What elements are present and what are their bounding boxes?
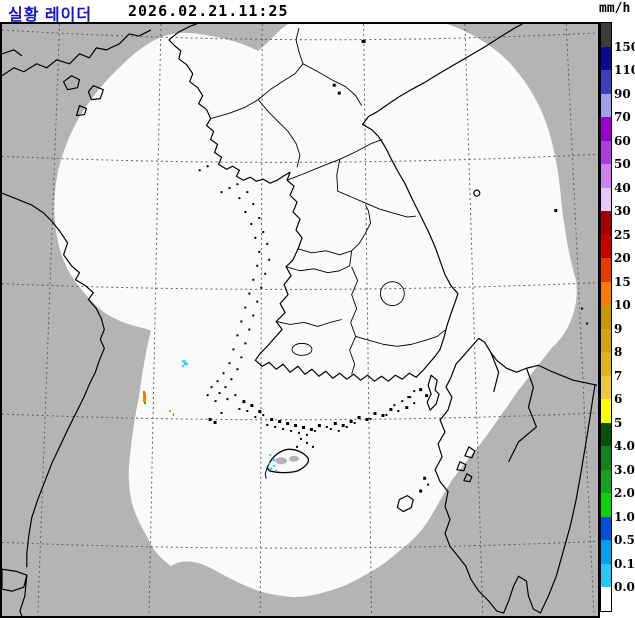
precipitation-echo [273, 464, 276, 467]
precipitation-echo-layer [143, 360, 278, 472]
legend-segment [601, 352, 611, 376]
legend-segment [601, 587, 611, 611]
observation-timestamp: 2026.02.21.11:25 [128, 2, 289, 20]
legend-segment [601, 516, 611, 541]
precipitation-echo [172, 413, 174, 417]
page-title: 실황 레이더 [8, 7, 93, 24]
legend-label: 6 [614, 392, 623, 407]
colorbar: 150 110 90 70 60 50 40 30 25 20 15 10 9 8 7 6 5 4.0 3.0 2.0… [600, 22, 635, 614]
legend-label: 15 [614, 274, 631, 289]
legend-segment [601, 46, 611, 71]
colorbar-segments [600, 22, 612, 612]
precipitation-echo [183, 362, 188, 366]
radar-coverage-area [54, 24, 577, 598]
coastline-china [2, 29, 152, 616]
legend-unit-label: mm/h [599, 1, 631, 16]
legend-label: 0.1 [614, 556, 635, 571]
legend-label: 70 [614, 110, 631, 125]
legend-segment [601, 211, 611, 235]
legend-label: 90 [614, 86, 631, 101]
precipitation-echo [272, 458, 276, 461]
radar-map [0, 22, 600, 618]
precipitation-echo [168, 410, 171, 413]
legend-segment [601, 422, 611, 447]
ulleungdo-island [473, 189, 481, 197]
legend-label: 50 [614, 157, 631, 172]
legend-segment [601, 258, 611, 282]
grid-meridians [37, 24, 595, 616]
legend-segment [601, 399, 611, 423]
legend-segment [601, 164, 611, 188]
legend-segment [601, 328, 611, 353]
precipitation-echo [181, 365, 184, 368]
legend-label: 7 [614, 368, 623, 383]
coastline-korea [168, 24, 523, 382]
tsushima-island [426, 374, 440, 411]
province-boundaries [210, 27, 447, 375]
legend-label: 0.0 [614, 580, 635, 595]
legend-label: 20 [614, 251, 631, 266]
legend-label: 1.0 [614, 509, 635, 524]
legend-segment [601, 70, 611, 94]
radar-map-svg [2, 24, 598, 616]
legend-label: 9 [614, 321, 623, 336]
legend-segment [601, 540, 611, 564]
legend-label: 4.0 [614, 439, 635, 454]
legend-label: 30 [614, 204, 631, 219]
legend-segment [601, 187, 611, 212]
legend-segment [601, 281, 611, 306]
jeju-island [264, 448, 310, 479]
legend-label: 10 [614, 298, 631, 313]
legend-label: 8 [614, 345, 623, 360]
legend-segment [601, 375, 611, 400]
precipitation-echo [269, 467, 273, 470]
jeju-terrain-patch [289, 455, 300, 462]
precipitation-echo [143, 393, 147, 403]
legend-label: 5 [614, 415, 623, 430]
precipitation-echo [144, 402, 147, 405]
precipitation-echo [268, 462, 271, 465]
grid-parallels [2, 29, 598, 549]
legend-label: 40 [614, 180, 631, 195]
legend-segment [601, 140, 611, 165]
jeju-terrain-patch [275, 457, 288, 465]
precipitation-echo [181, 360, 186, 363]
legend-segment [601, 446, 611, 470]
legend-segment [601, 305, 611, 329]
header-bar: 실황 레이더 2026.02.21.11:25 mm/h [0, 0, 635, 24]
legend-label: 3.0 [614, 462, 635, 477]
legend-segment [601, 234, 611, 259]
legend-segment [601, 93, 611, 118]
precipitation-echo [143, 391, 146, 394]
iki-island [396, 495, 414, 513]
legend-segment [601, 117, 611, 141]
legend-segment [601, 469, 611, 494]
legend-label: 110 [614, 63, 635, 78]
graticule-grid [2, 24, 598, 616]
legend-segment [601, 563, 611, 588]
precipitation-echo [269, 453, 272, 456]
legend-label: 2.0 [614, 486, 635, 501]
legend-label: 25 [614, 227, 631, 242]
legend-segment [601, 493, 611, 517]
legend-label: 150 [614, 39, 635, 54]
coastline-japan [434, 337, 598, 614]
legend-label: 0.5 [614, 533, 635, 548]
precipitation-echo [275, 469, 278, 472]
legend-segment [601, 23, 611, 47]
legend-label: 60 [614, 133, 631, 148]
